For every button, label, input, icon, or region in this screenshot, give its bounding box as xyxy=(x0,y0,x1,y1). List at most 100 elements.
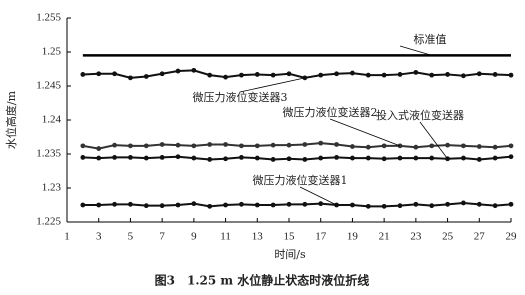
leader-line xyxy=(299,186,337,206)
data-point xyxy=(461,143,466,149)
data-point xyxy=(461,73,466,79)
leader-line xyxy=(329,118,401,147)
data-point xyxy=(207,72,213,78)
x-tick-label: 27 xyxy=(474,231,486,243)
data-point xyxy=(112,201,117,207)
data-point xyxy=(413,201,419,207)
data-point xyxy=(492,203,498,209)
data-point xyxy=(302,157,308,162)
data-point xyxy=(207,142,213,147)
x-tick-label: 29 xyxy=(506,231,518,243)
data-point xyxy=(476,71,482,77)
x-tick-label: 1 xyxy=(64,231,70,243)
data-point xyxy=(397,155,403,161)
x-tick-label: 25 xyxy=(442,231,454,243)
data-point xyxy=(254,72,260,77)
x-tick-label: 23 xyxy=(410,231,422,243)
data-point xyxy=(143,74,149,79)
data-point xyxy=(175,68,181,74)
data-point xyxy=(461,200,466,206)
data-point xyxy=(159,203,165,209)
series-line xyxy=(82,201,512,208)
data-point xyxy=(286,201,292,207)
data-point xyxy=(318,140,324,146)
data-point xyxy=(112,71,117,77)
data-point xyxy=(302,201,308,207)
data-point xyxy=(270,72,276,78)
data-point xyxy=(128,75,133,81)
data-point xyxy=(96,146,102,151)
data-point xyxy=(175,154,181,160)
data-point xyxy=(175,142,181,148)
data-point xyxy=(350,70,355,76)
y-tick-label: 1.225 xyxy=(36,216,61,228)
data-point xyxy=(381,156,387,162)
data-point xyxy=(445,72,450,77)
data-point xyxy=(492,72,498,77)
data-point xyxy=(334,155,339,160)
data-point xyxy=(254,143,260,149)
leader-line xyxy=(239,77,305,93)
data-point xyxy=(508,201,514,207)
series-line xyxy=(82,69,512,79)
data-point xyxy=(254,202,260,208)
y-axis-label: 水位高度/m xyxy=(4,90,18,149)
y-tick-label: 1.25 xyxy=(42,46,62,58)
x-tick-label: 13 xyxy=(252,231,264,243)
data-point xyxy=(159,71,165,77)
data-point xyxy=(397,203,403,209)
data-point xyxy=(96,155,102,161)
data-point xyxy=(270,142,276,148)
data-point xyxy=(223,156,228,162)
x-tick-label: 21 xyxy=(379,231,390,243)
data-point xyxy=(397,72,403,77)
series-label: 微压力液位变送器2 xyxy=(283,105,378,119)
data-point xyxy=(445,142,450,148)
x-tick-label: 9 xyxy=(191,231,197,243)
data-point xyxy=(413,155,419,161)
data-point xyxy=(112,155,117,160)
series-label: 标准值 xyxy=(414,32,447,46)
data-point xyxy=(191,67,197,73)
data-point xyxy=(318,72,324,78)
data-point xyxy=(254,155,260,161)
data-point xyxy=(223,74,228,80)
y-tick-label: 1.255 xyxy=(36,12,61,24)
data-point xyxy=(492,144,498,150)
data-point xyxy=(223,202,228,208)
data-point xyxy=(365,203,371,209)
data-point xyxy=(476,201,482,207)
data-point xyxy=(461,155,466,161)
data-point xyxy=(143,155,149,161)
x-tick-label: 3 xyxy=(96,231,102,243)
data-point xyxy=(128,143,133,149)
data-point xyxy=(286,142,292,148)
data-point xyxy=(96,202,102,208)
series-line xyxy=(82,142,512,150)
data-point xyxy=(429,155,435,161)
data-point xyxy=(239,72,244,78)
data-point xyxy=(207,157,213,162)
series-label: 微压力液位变送器1 xyxy=(253,173,348,187)
data-point xyxy=(492,155,498,161)
data-point xyxy=(270,157,276,162)
x-tick-label: 7 xyxy=(159,231,165,243)
data-point xyxy=(128,155,133,160)
data-point xyxy=(143,143,149,149)
data-point xyxy=(476,144,482,149)
data-point xyxy=(350,155,355,161)
data-point xyxy=(96,71,102,77)
data-point xyxy=(143,203,149,209)
data-point xyxy=(239,143,244,149)
chart-title: 图3 1.25 m 水位静止状态时液位折线 xyxy=(155,273,370,288)
x-tick-label: 11 xyxy=(220,231,231,243)
data-point xyxy=(80,155,86,160)
x-tick-label: 19 xyxy=(347,231,359,243)
y-tick-label: 1.23 xyxy=(42,182,62,194)
data-point xyxy=(112,142,117,148)
y-tick-label: 1.24 xyxy=(42,114,62,126)
data-point xyxy=(365,144,371,150)
y-tick-label: 1.245 xyxy=(36,80,61,92)
data-point xyxy=(334,142,339,147)
data-point xyxy=(381,72,387,78)
